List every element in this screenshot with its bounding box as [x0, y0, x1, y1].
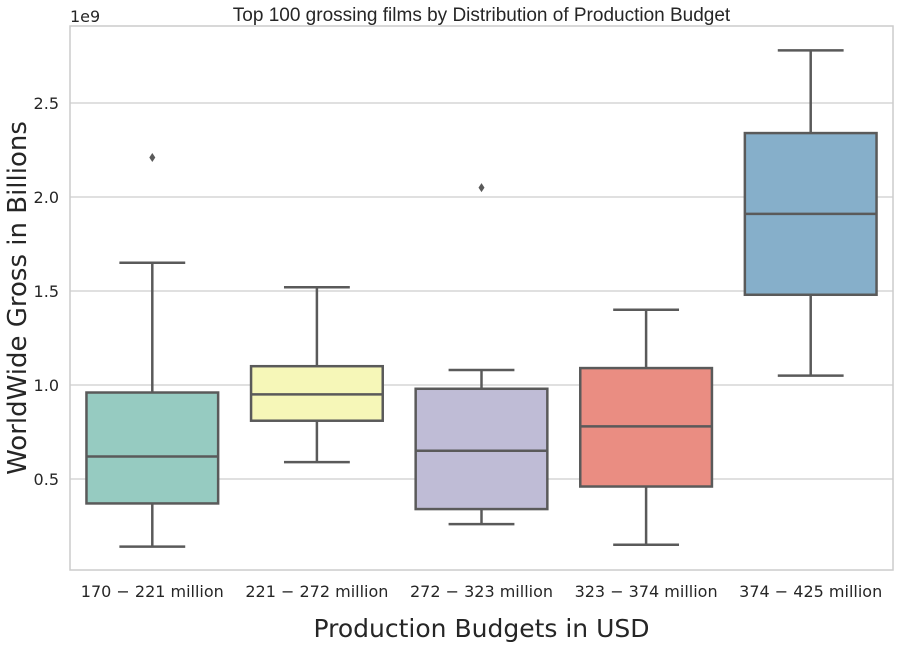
y-tick-labels: 0.5 1.0 1.5 2.0 2.5	[34, 94, 59, 489]
y-tick-label: 2.0	[34, 188, 59, 207]
x-tick-label: 221 − 272 million	[245, 582, 388, 601]
chart-title: Top 100 grossing films by Distribution o…	[233, 5, 731, 26]
box	[85, 391, 220, 505]
x-tick-label: 272 − 323 million	[410, 582, 553, 601]
y-offset-label: 1e9	[70, 7, 100, 26]
x-tick-label: 374 − 425 million	[739, 582, 882, 601]
outlier-point	[478, 183, 485, 193]
x-tick-label: 170 − 221 million	[81, 582, 224, 601]
y-tick-label: 1.5	[34, 282, 59, 301]
y-tick-label: 0.5	[34, 470, 59, 489]
x-axis-label: Production Budgets in USD	[314, 614, 650, 643]
y-tick-label: 1.0	[34, 376, 59, 395]
x-tick-label: 323 − 374 million	[575, 582, 718, 601]
boxes-layer	[85, 49, 878, 548]
box	[414, 387, 549, 511]
y-axis-label: WorldWide Gross in Billions	[3, 121, 33, 475]
outlier-point	[149, 153, 156, 163]
plot-frame	[69, 25, 894, 571]
y-tick-label: 2.5	[34, 94, 59, 113]
x-tick-labels: 170 − 221 million 221 − 272 million 272 − …	[81, 582, 882, 601]
